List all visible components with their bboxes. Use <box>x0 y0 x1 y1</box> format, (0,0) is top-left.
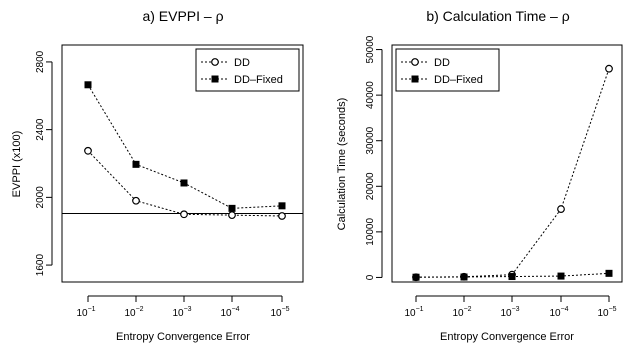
panel-a-dd-point <box>84 146 92 155</box>
panel-b-series <box>412 64 613 282</box>
panel-b-legend: DD DD–Fixed <box>395 48 500 92</box>
panel-a-ddfixed-point <box>132 160 140 168</box>
panel-b-y-tick-label: 40000 <box>365 81 376 109</box>
panel-b-y-tick-label: 0 <box>365 274 376 280</box>
panel-b-x-tick-label: 10−2 <box>452 306 471 319</box>
panel-b-axes: 10−1 10−2 10−3 10−4 10−5 0 10000 20000 30000 4000… <box>365 35 617 319</box>
panel-b-calculation-time: b) Calculation Time – ρ Entropy Converge… <box>336 8 623 343</box>
panel-a-ddfixed-point <box>84 81 92 89</box>
panel-a-series-line-1 <box>87 84 283 209</box>
panel-a-x-tick-label: 10−4 <box>220 306 239 319</box>
panel-a-dd-point <box>228 211 236 220</box>
panel-a-series <box>84 81 286 220</box>
panel-a-legend-box <box>195 48 300 92</box>
panel-a-x-tick-label: 10−1 <box>76 306 95 319</box>
panel-b-series-line-0 <box>415 68 610 278</box>
panel-a-y-tick-label: 2400 <box>35 118 46 141</box>
panel-a-evppi: a) EVPPI – ρ Entropy Convergence Error E… <box>11 8 304 343</box>
panel-b-plot-frame <box>391 44 623 283</box>
panel-b-dd-point <box>605 64 613 73</box>
panel-b-y-tick-label: 10000 <box>365 218 376 246</box>
panel-a-dd-point <box>278 212 286 220</box>
panel-b-legend-box <box>395 48 500 92</box>
panel-b-legend-ddfixed-label: DD–Fixed <box>434 74 483 86</box>
panel-a-legend-ddfixed-label: DD–Fixed <box>234 74 283 86</box>
panel-b-ddfixed-point <box>605 269 613 277</box>
panel-a-dd-point <box>132 196 140 205</box>
panel-a-x-tick-label: 10−5 <box>270 306 289 319</box>
panel-a-x-tick-label: 10−2 <box>124 306 143 319</box>
panel-a-legend-dd-marker <box>211 58 219 66</box>
panel-b-x-axis-label: Entropy Convergence Error <box>440 331 574 343</box>
panel-b-x-tick-label: 10−5 <box>597 306 616 319</box>
panel-a-title: a) EVPPI – ρ <box>142 8 223 24</box>
panel-b-y-tick-label: 50000 <box>365 35 376 63</box>
panel-b-x-tick-label: 10−4 <box>549 306 568 319</box>
panel-b-legend-ddfixed-marker <box>411 75 419 83</box>
panel-a-legend-dd-label: DD <box>234 57 250 69</box>
panel-b-title: b) Calculation Time – ρ <box>426 8 569 24</box>
panel-a-y-axis-label: EVPPI (x100) <box>11 131 23 198</box>
panel-a-legend: DD DD–Fixed <box>195 48 300 92</box>
panel-a-y-tick-label: 2000 <box>35 186 46 209</box>
panel-a-axes: 10−1 10−2 10−3 10−4 10−5 1600 2000 2400 2800 <box>35 50 290 319</box>
panel-b-y-axis-label: Calculation Time (seconds) <box>336 98 348 231</box>
panel-b-dd-point <box>557 205 565 213</box>
panel-b-ddfixed-point <box>460 273 468 281</box>
panel-b-ddfixed-point <box>412 273 420 281</box>
panel-a-y-tick-label: 2800 <box>35 50 46 73</box>
panel-b-legend-dd-label: DD <box>434 57 450 69</box>
panel-a-x-tick-label: 10−3 <box>172 306 191 319</box>
panel-b-ddfixed-point <box>557 272 565 280</box>
panel-a-dd-point <box>180 210 188 219</box>
panel-b-legend-dd-marker <box>411 58 419 66</box>
panel-a-ddfixed-point <box>278 202 286 210</box>
panel-a-plot-frame <box>61 44 304 283</box>
panel-b-x-tick-label: 10−1 <box>404 306 423 319</box>
panel-a-ddfixed-point <box>180 179 188 187</box>
panel-b-y-tick-label: 20000 <box>365 172 376 200</box>
panel-a-y-tick-label: 1600 <box>35 254 46 277</box>
panel-a-legend-ddfixed-marker <box>211 75 219 83</box>
panel-b-x-tick-label: 10−3 <box>500 306 519 319</box>
panel-b-ddfixed-point <box>508 273 516 281</box>
panel-a-x-axis-label: Entropy Convergence Error <box>116 331 250 343</box>
panel-b-y-tick-label: 30000 <box>365 126 376 154</box>
panel-a-ddfixed-point <box>228 204 236 212</box>
